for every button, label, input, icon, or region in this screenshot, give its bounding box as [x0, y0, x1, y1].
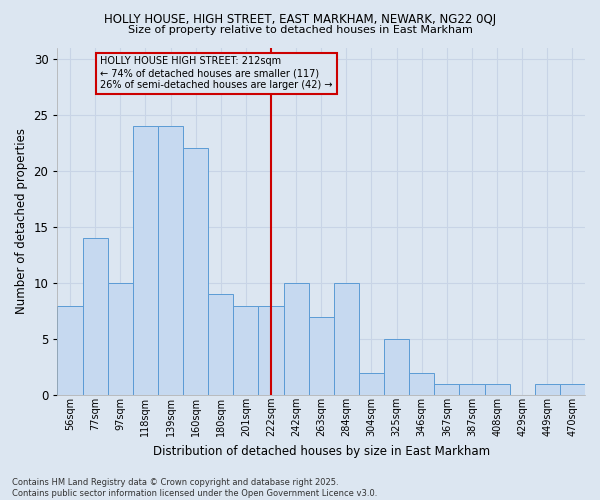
Bar — [308, 316, 334, 396]
Bar — [434, 384, 460, 396]
X-axis label: Distribution of detached houses by size in East Markham: Distribution of detached houses by size … — [152, 444, 490, 458]
Text: HOLLY HOUSE HIGH STREET: 212sqm
← 74% of detached houses are smaller (117)
26% o: HOLLY HOUSE HIGH STREET: 212sqm ← 74% of… — [100, 56, 332, 90]
Y-axis label: Number of detached properties: Number of detached properties — [15, 128, 28, 314]
Title: HOLLY HOUSE, HIGH STREET, EAST MARKHAM, NEWARK, NG22 0QJ
Size of property relati: HOLLY HOUSE, HIGH STREET, EAST MARKHAM, … — [0, 499, 1, 500]
Bar — [535, 384, 560, 396]
Bar — [560, 384, 585, 396]
Bar — [334, 283, 359, 396]
Bar — [409, 373, 434, 396]
Text: HOLLY HOUSE, HIGH STREET, EAST MARKHAM, NEWARK, NG22 0QJ: HOLLY HOUSE, HIGH STREET, EAST MARKHAM, … — [104, 12, 496, 26]
Bar — [133, 126, 158, 396]
Bar — [83, 238, 108, 396]
Bar — [384, 339, 409, 396]
Bar — [183, 148, 208, 396]
Bar — [208, 294, 233, 396]
Text: Size of property relative to detached houses in East Markham: Size of property relative to detached ho… — [128, 25, 472, 35]
Bar — [58, 306, 83, 396]
Bar — [485, 384, 509, 396]
Bar — [158, 126, 183, 396]
Bar — [460, 384, 485, 396]
Bar — [233, 306, 259, 396]
Bar — [259, 306, 284, 396]
Bar — [359, 373, 384, 396]
Bar — [108, 283, 133, 396]
Bar — [284, 283, 308, 396]
Text: Contains HM Land Registry data © Crown copyright and database right 2025.
Contai: Contains HM Land Registry data © Crown c… — [12, 478, 377, 498]
